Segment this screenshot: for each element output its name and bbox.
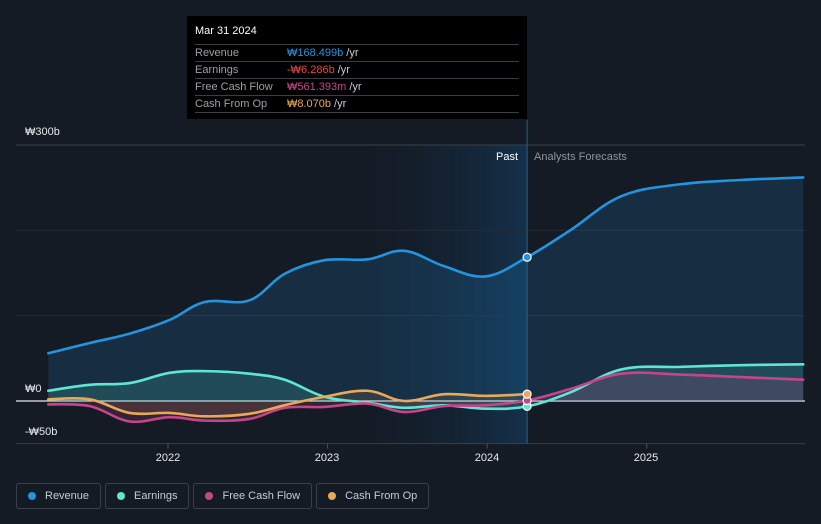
tooltip-label: Free Cash Flow [195, 81, 273, 93]
past-label: Past [495, 151, 518, 163]
tooltip-value: ₩561.393m [287, 81, 347, 93]
legend-dot-icon [205, 492, 214, 500]
y-tick-label: -₩50b [25, 426, 58, 438]
tooltip-unit: /yr [337, 64, 350, 76]
revenue-line [47, 176, 805, 355]
tooltip-value: ₩168.499b [287, 47, 344, 59]
tooltip-label: Earnings [195, 64, 239, 76]
forecast-label: Analysts Forecasts [534, 151, 627, 163]
legend-dot-icon [117, 492, 126, 500]
tooltip-value: -₩6.286b [287, 64, 335, 76]
legend-label: Earnings [134, 490, 178, 502]
free-cash-flow-area [48, 372, 804, 422]
tooltip-date: Mar 31 2024 [195, 24, 519, 45]
tooltip-label: Revenue [195, 47, 240, 59]
earnings-line [47, 363, 805, 411]
tooltip: Mar 31 2024 Revenue ₩168.499b /yr Earnin… [187, 16, 527, 119]
revenue-area [48, 177, 804, 401]
legend-dot-icon [328, 492, 337, 500]
legend-item-cash-from-op[interactable]: Cash From Op [316, 483, 430, 509]
free-cash-flow-line [47, 371, 805, 424]
tooltip-row-cash-from-op: Cash From Op ₩8.070b /yr [195, 96, 519, 113]
tooltip-row-free-cash-flow: Free Cash Flow ₩561.393m /yr [195, 79, 519, 96]
tooltip-unit: /yr [334, 98, 347, 110]
x-tick-label: 2023 [314, 452, 340, 464]
tooltip-unit: /yr [349, 81, 362, 93]
tooltip-label: Cash From Op [195, 98, 268, 110]
legend-label: Revenue [45, 490, 90, 502]
legend-label: Cash From Op [345, 490, 418, 502]
x-tick-label: 2024 [474, 452, 500, 464]
legend-label: Free Cash Flow [222, 490, 301, 502]
revenue-marker [522, 252, 532, 262]
legend-item-revenue[interactable]: Revenue [16, 483, 102, 509]
y-tick-label: ₩300b [25, 126, 60, 138]
x-tick-label: 2025 [633, 452, 659, 464]
tooltip-row-earnings: Earnings -₩6.286b /yr [195, 62, 519, 79]
legend-item-earnings[interactable]: Earnings [105, 483, 190, 509]
legend: Revenue Earnings Free Cash Flow Cash Fro… [16, 483, 430, 509]
cash-from-op-marker [522, 389, 532, 399]
legend-item-free-cash-flow[interactable]: Free Cash Flow [193, 483, 313, 509]
tooltip-row-revenue: Revenue ₩168.499b /yr [195, 45, 519, 62]
tooltip-unit: /yr [346, 47, 359, 59]
cash-from-op-line [47, 389, 529, 418]
y-tick-label: ₩0 [25, 383, 42, 395]
tooltip-value: ₩8.070b [287, 98, 332, 110]
legend-dot-icon [28, 492, 36, 500]
x-tick-label: 2022 [155, 452, 181, 464]
